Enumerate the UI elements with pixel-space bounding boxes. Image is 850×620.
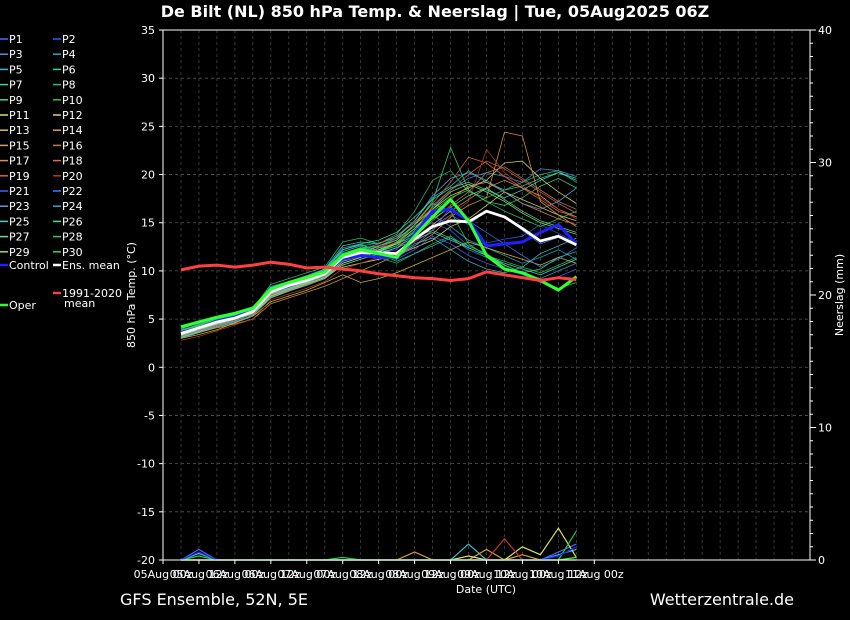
- series-line: [180, 198, 578, 329]
- x-tick-label: 10Aug 12z: [529, 568, 588, 581]
- legend-label: P3: [9, 48, 23, 61]
- y-tick-label: 35: [141, 24, 155, 37]
- y-tick-label: -20: [137, 554, 155, 567]
- y-tick-label: -15: [137, 506, 155, 519]
- legend-label: P28: [62, 231, 83, 244]
- legend-label: P8: [62, 79, 76, 92]
- footer-left: GFS Ensemble, 52N, 5E: [120, 590, 308, 609]
- legend-label: P23: [9, 200, 30, 213]
- legend-label: 1991-2020: [62, 287, 122, 300]
- legend-label: P2: [62, 33, 76, 46]
- footer-right: Wetterzentrale.de: [650, 590, 794, 609]
- legend-label: P22: [62, 185, 83, 198]
- x-tick-label: 07Aug 00z: [277, 568, 336, 581]
- x-tick-label: 11Aug 00z: [565, 568, 624, 581]
- x-tick-label: 07Aug 12z: [313, 568, 372, 581]
- x-tick-label: 09Aug 12z: [457, 568, 516, 581]
- x-tick-label: 06Aug 00z: [206, 568, 265, 581]
- y-tick-label: 20: [141, 169, 155, 182]
- y-axis-label: 850 hPa Temp. (°C): [125, 242, 138, 348]
- legend-label: P24: [62, 200, 83, 213]
- legend-label: P9: [9, 94, 23, 107]
- x-tick-label: 06Aug 12z: [241, 568, 300, 581]
- legend-label: P19: [9, 170, 30, 183]
- y-tick-label: 10: [141, 265, 155, 278]
- y-tick-label: -5: [144, 409, 155, 422]
- y-tick-label: 0: [148, 361, 155, 374]
- y2-tick-label: 20: [818, 289, 832, 302]
- legend-label: Ens. mean: [62, 259, 120, 272]
- legend-label: P4: [62, 48, 76, 61]
- y-tick-label: 25: [141, 120, 155, 133]
- legend-label: P17: [9, 155, 30, 168]
- legend-label: P11: [9, 109, 30, 122]
- legend-label: P26: [62, 215, 83, 228]
- legend-label: P27: [9, 231, 30, 244]
- legend-label: P20: [62, 170, 83, 183]
- legend-label: P6: [62, 63, 76, 76]
- y-tick-label: 30: [141, 72, 155, 85]
- y-tick-label: 5: [148, 313, 155, 326]
- plot-frame: [162, 29, 811, 561]
- legend-label: P16: [62, 139, 83, 152]
- y2-axis-label: Neerslag (mm): [833, 254, 846, 336]
- x-tick-label: 10Aug 00z: [493, 568, 552, 581]
- legend-label: P29: [9, 246, 30, 259]
- series-line: [180, 260, 577, 282]
- legend-label: mean: [64, 297, 95, 310]
- y2-tick-label: 30: [818, 157, 832, 170]
- legend-label: P15: [9, 139, 30, 152]
- legend-label: P13: [9, 124, 30, 137]
- y2-tick-label: 40: [818, 24, 832, 37]
- legend-label: P5: [9, 63, 23, 76]
- y2-tick-label: 0: [818, 554, 825, 567]
- legend-label: P1: [9, 33, 23, 46]
- x-tick-label: 09Aug 00z: [421, 568, 480, 581]
- legend-label: P7: [9, 79, 23, 92]
- x-tick-label: 08Aug 00z: [349, 568, 408, 581]
- legend: P1 P2 P3 P4 P5 P6 P7 P8 P9 P10 P11 P12 P13 P14 P15 P16 P…: [0, 33, 122, 312]
- legend-label: Oper: [9, 299, 36, 312]
- legend-label: P14: [62, 124, 83, 137]
- y-tick-label: -10: [137, 458, 155, 471]
- legend-label: P12: [62, 109, 83, 122]
- member-line: [180, 241, 577, 339]
- y2-tick-label: 10: [818, 422, 832, 435]
- y-tick-label: 15: [141, 217, 155, 230]
- legend-label: P30: [62, 246, 83, 259]
- x-tick-label: 08Aug 12z: [385, 568, 444, 581]
- legend-label: P10: [62, 94, 83, 107]
- legend-label: P25: [9, 215, 30, 228]
- x-axis-label: Date (UTC): [456, 583, 516, 596]
- chart-title: De Bilt (NL) 850 hPa Temp. & Neerslag | …: [161, 2, 710, 22]
- x-tick-label: 05Aug 00z: [134, 568, 193, 581]
- x-tick-label: 05Aug 12z: [170, 568, 229, 581]
- legend-label: P18: [62, 155, 83, 168]
- grid: [163, 30, 810, 560]
- legend-label: Control: [9, 259, 49, 272]
- legend-label: P21: [9, 185, 30, 198]
